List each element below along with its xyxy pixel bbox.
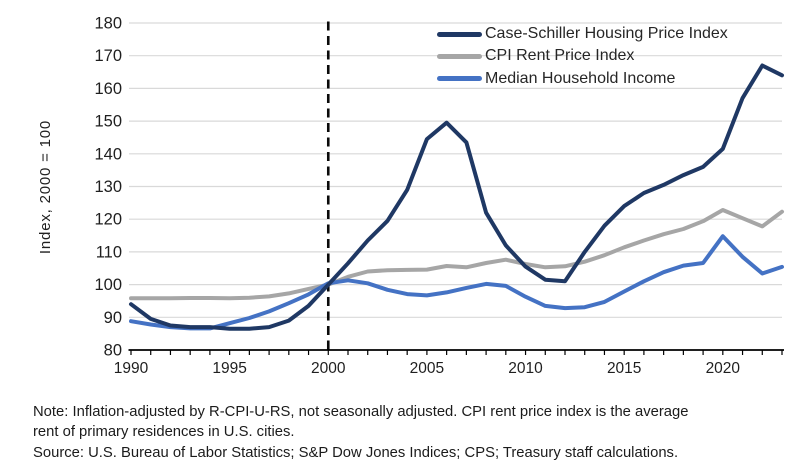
legend-label-cpi-rent: CPI Rent Price Index (485, 47, 635, 65)
legend-line-case-schiller-icon (437, 31, 482, 37)
x-tick-label-1995: 1995 (212, 360, 246, 377)
series-line-2 (129, 234, 784, 331)
source-text: Source: U.S. Bureau of Labor Statistics;… (33, 444, 679, 461)
y-tick-label-130: 130 (94, 178, 122, 196)
x-tick-label-2005: 2005 (410, 360, 444, 377)
legend-label-case-schiller: Case-Schiller Housing Price Index (485, 25, 728, 43)
series-line-1 (129, 208, 784, 301)
y-tick-label-180: 180 (94, 15, 122, 33)
legend-item-case-schiller: Case-Schiller Housing Price Index (437, 23, 728, 45)
line-chart-canvas: 80 90 100 110 120 130 140 150 160 170 180 Index, 20… (37, 15, 784, 377)
footnotes: Note: Inflation-adjusted by R-CPI-U-RS, … (33, 402, 785, 463)
x-tick-label-1990: 1990 (114, 360, 149, 377)
y-tick-label-140: 140 (94, 145, 122, 163)
y-tick-label-110: 110 (96, 243, 122, 261)
y-tick-label-100: 100 (94, 276, 122, 294)
x-tick-label-2010: 2010 (508, 360, 543, 377)
legend-line-cpi-rent-icon (437, 53, 482, 59)
legend-label-median-income: Median Household Income (485, 69, 676, 87)
y-tick-label-80: 80 (104, 342, 122, 360)
y-tick-label-150: 150 (94, 113, 122, 131)
x-tick-label-2015: 2015 (607, 360, 641, 377)
y-axis-title: Index, 2000 = 100 (37, 120, 54, 254)
y-tick-label-160: 160 (94, 80, 122, 98)
x-tick-label-2020: 2020 (706, 360, 741, 377)
y-tick-label-170: 170 (94, 47, 122, 65)
legend: Case-Schiller Housing Price Index CPI Re… (437, 23, 728, 90)
legend-line-median-income-icon (437, 76, 482, 82)
series-line-0 (129, 63, 784, 331)
y-tick-label-120: 120 (94, 211, 122, 229)
note-text-line-2: rent of primary residences in U.S. citie… (33, 424, 295, 441)
legend-item-median-income: Median Household Income (437, 68, 728, 90)
note-text-line-1: Note: Inflation-adjusted by R-CPI-U-RS, … (33, 404, 689, 420)
x-tick-label-2000: 2000 (311, 360, 346, 377)
y-tick-label-90: 90 (104, 309, 122, 327)
legend-item-cpi-rent: CPI Rent Price Index (437, 45, 728, 67)
